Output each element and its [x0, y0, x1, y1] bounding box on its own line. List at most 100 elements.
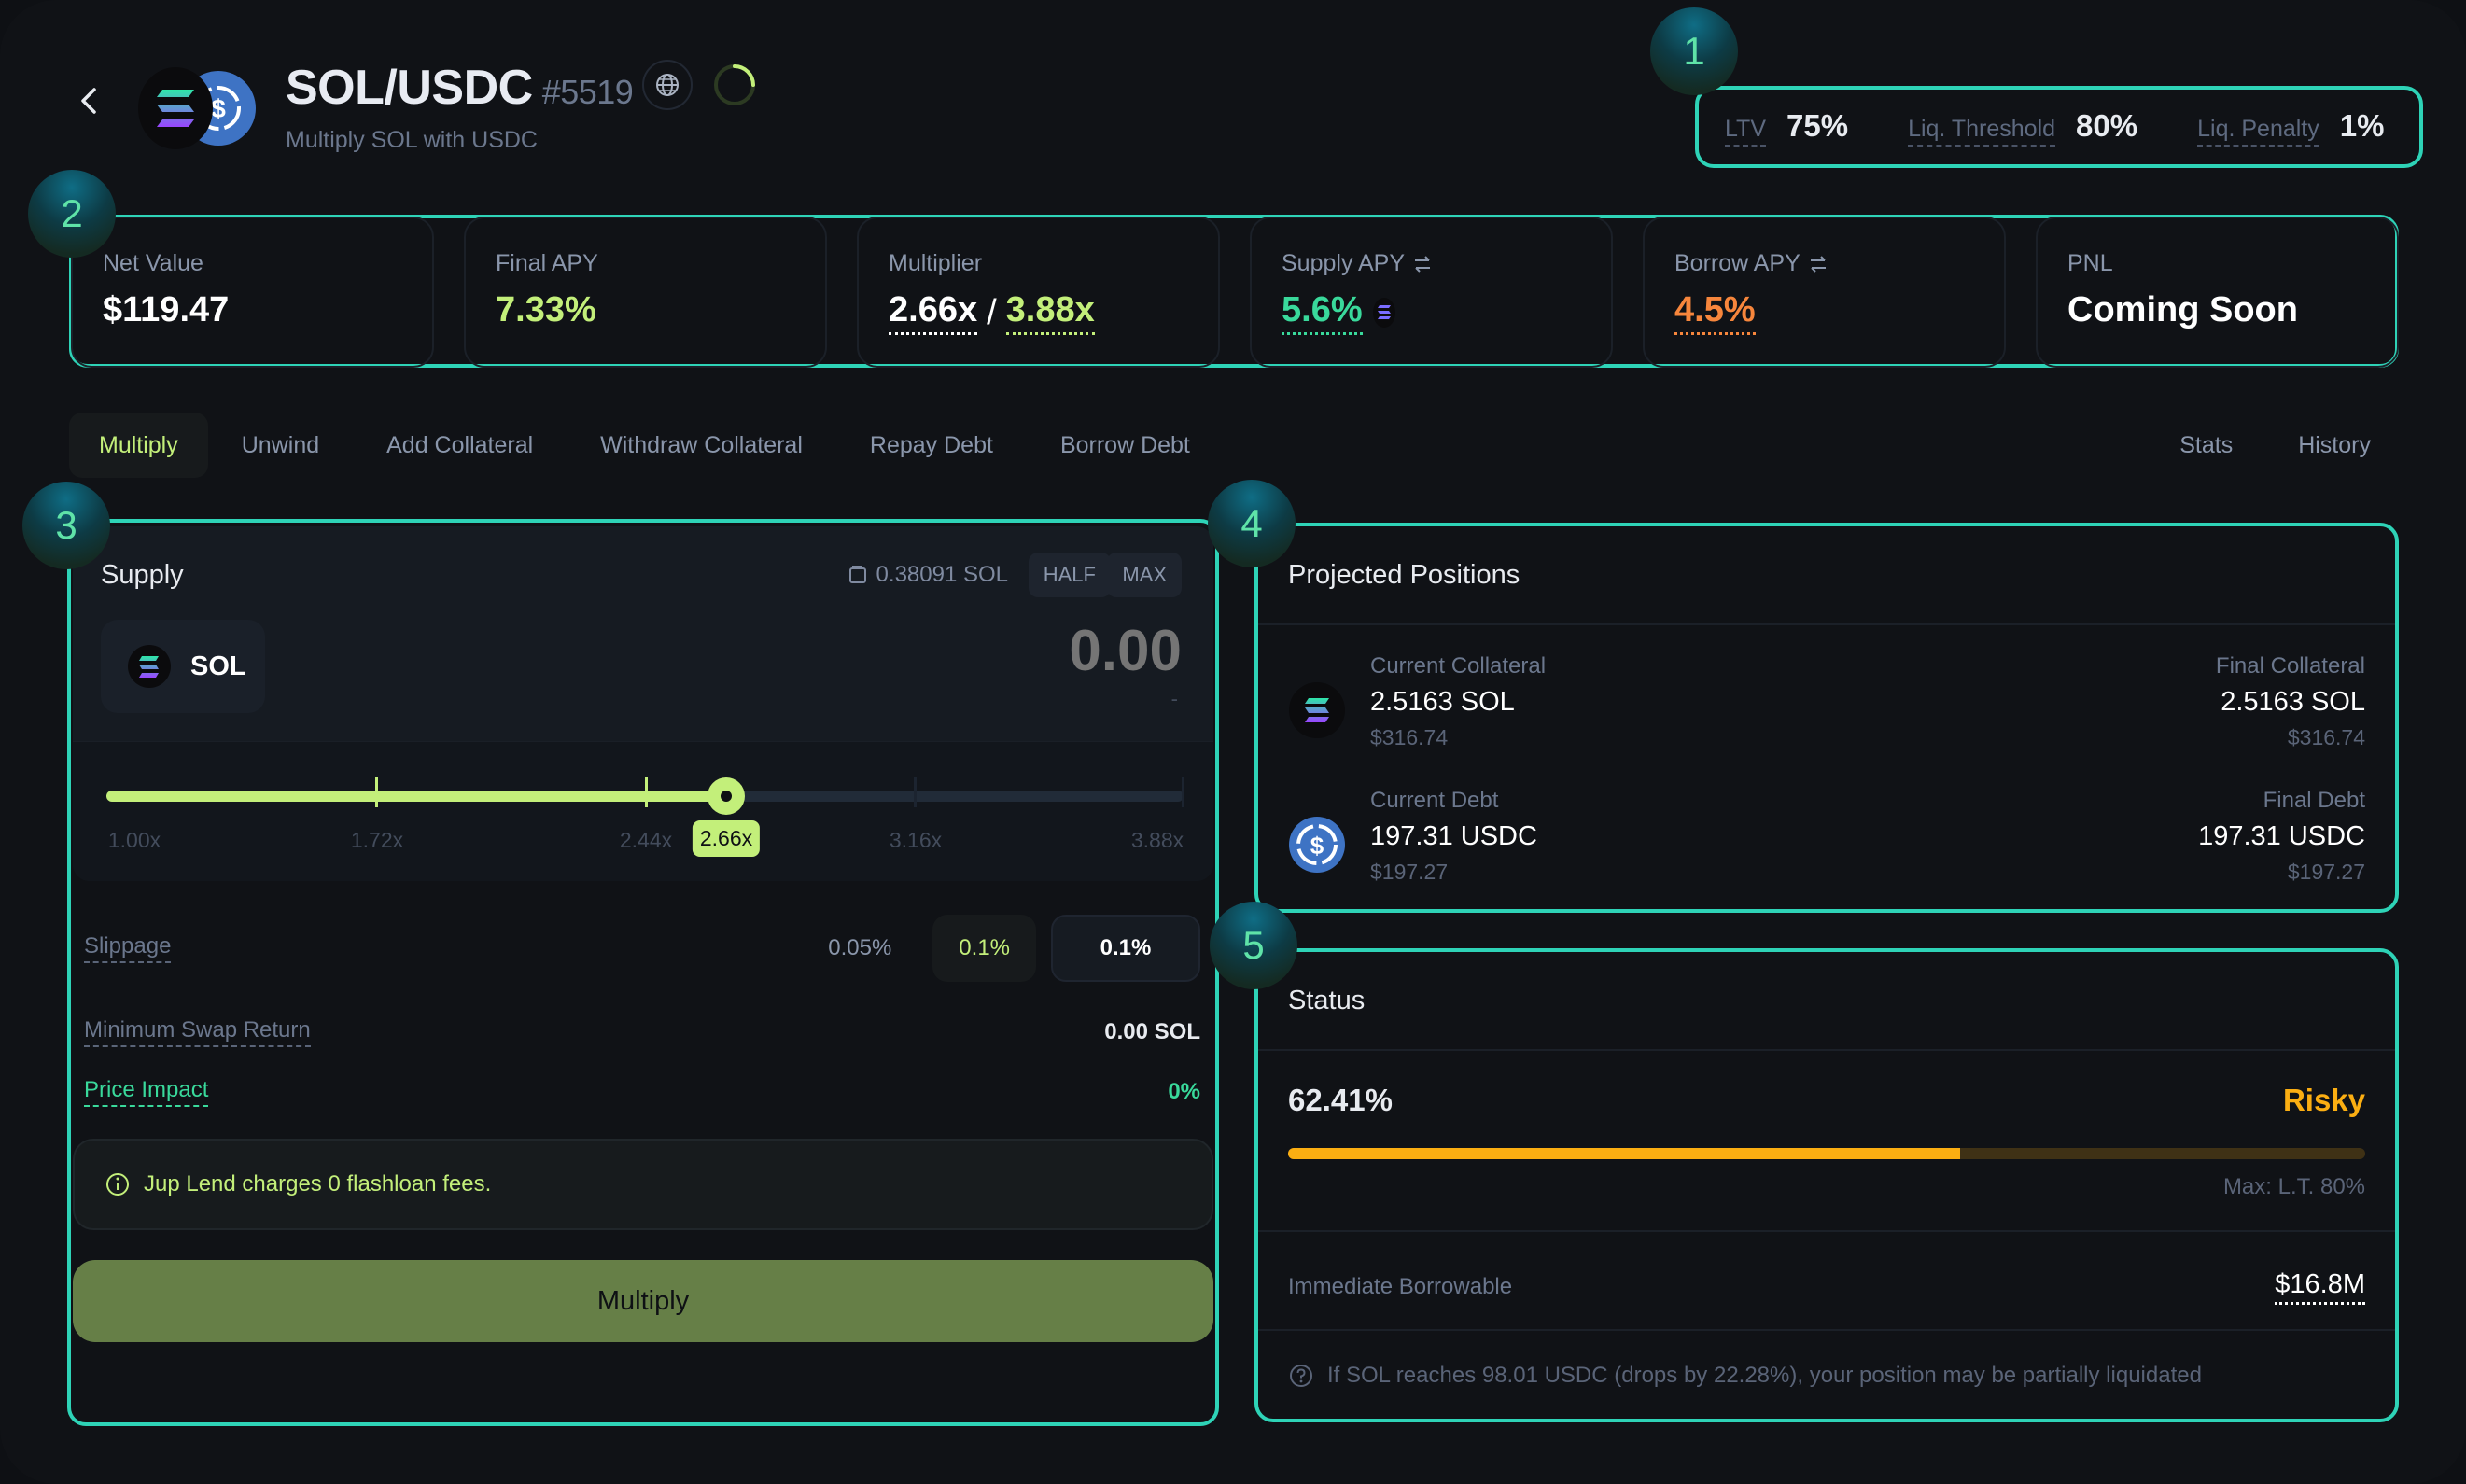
tab-stats[interactable]: Stats: [2179, 431, 2234, 458]
final-debt-amount: 197.31 USDC: [2198, 821, 2365, 851]
slippage-option-0-1[interactable]: 0.1%: [932, 915, 1036, 982]
swap-arrows-icon[interactable]: [1808, 255, 1828, 273]
current-debt-label: Current Debt: [1370, 788, 1499, 813]
svg-text:$: $: [1310, 832, 1324, 860]
stats-row: Net Value $119.47 Final APY 7.33% Multip…: [69, 215, 2399, 368]
min-swap-return-label[interactable]: Minimum Swap Return: [84, 1017, 311, 1047]
tick-label: 3.88x: [1130, 828, 1184, 852]
min-swap-return-row: Minimum Swap Return 0.00 SOL: [84, 1017, 1200, 1047]
current-collateral-label: Current Collateral: [1370, 653, 1547, 679]
info-icon: [106, 1173, 129, 1196]
supply-apy-value[interactable]: 5.6%: [1282, 290, 1363, 335]
supply-label: Supply: [101, 560, 184, 590]
globe-button[interactable]: [642, 60, 693, 110]
ltv-label[interactable]: LTV: [1725, 116, 1766, 147]
liq-penalty-value: 1%: [2339, 107, 2385, 143]
usdc-icon: $: [1289, 817, 1345, 873]
annotation-badge-1: 1: [1650, 7, 1738, 95]
borrow-apy-label-row: Borrow APY: [1674, 250, 2004, 277]
price-impact-row: Price Impact 0%: [84, 1077, 1200, 1107]
half-button[interactable]: HALF: [1028, 553, 1111, 597]
position-id: #5519: [541, 73, 634, 111]
current-collateral: Current Collateral 2.5163 SOL $316.74: [1370, 653, 1546, 750]
current-collateral-amount: 2.5163 SOL: [1370, 687, 1515, 717]
token-selector[interactable]: SOL: [101, 620, 265, 713]
pair-icons: $: [138, 67, 259, 151]
amount-usd: -: [1170, 687, 1178, 710]
liq-penalty-label[interactable]: Liq. Penalty: [2197, 116, 2319, 147]
wallet-icon: [848, 566, 866, 583]
pair-name: SOL/USDC: [286, 61, 533, 115]
back-button[interactable]: [71, 82, 108, 119]
pnl-label: PNL: [2067, 250, 2113, 276]
max-lt-label: Max: L.T. 80%: [2222, 1174, 2365, 1199]
borrowable-value[interactable]: $16.8M: [2275, 1269, 2365, 1305]
borrow-apy-value[interactable]: 4.5%: [1674, 290, 1756, 335]
back-icon: [81, 88, 96, 114]
slider-thumb[interactable]: [708, 777, 745, 815]
liq-threshold-value: 80%: [2076, 107, 2138, 143]
min-swap-return-value: 0.00 SOL: [1104, 1019, 1200, 1044]
slippage-label[interactable]: Slippage: [84, 933, 172, 963]
current-leverage-label: 2.66x: [692, 820, 761, 857]
multiplier-max[interactable]: 3.88x: [1005, 290, 1095, 335]
status-panel: Status 62.41% Risky Max: L.T. 80% Immedi…: [1254, 948, 2399, 1422]
projected-title: Projected Positions: [1288, 560, 1520, 590]
divider: [1258, 1230, 2395, 1232]
svg-text:$: $: [211, 94, 226, 123]
ltv-value: 75%: [1786, 107, 1849, 143]
tab-repay-debt[interactable]: Repay Debt: [869, 431, 993, 458]
current-collateral-usd: $316.74: [1370, 725, 1449, 749]
supply-apy-label: Supply APY: [1282, 250, 1406, 276]
leverage-slider[interactable]: [106, 777, 1184, 815]
liquidation-note: If SOL reaches 98.01 USDC (drops by 22.2…: [1288, 1363, 2202, 1389]
stat-net-value: Net Value $119.47: [71, 217, 434, 368]
supply-amount-input[interactable]: [715, 618, 1182, 684]
max-button[interactable]: MAX: [1107, 553, 1182, 597]
divider: [1258, 1049, 2395, 1051]
multiplier-current[interactable]: 2.66x: [889, 290, 978, 335]
projected-positions-panel: Projected Positions Current Collateral 2…: [1254, 523, 2399, 913]
multiply-button[interactable]: Multiply: [73, 1260, 1213, 1342]
form-highlight: [67, 519, 1219, 1426]
divider: [1258, 623, 2395, 625]
action-tabs: Multiply Unwind Add Collateral Withdraw …: [69, 413, 1224, 478]
net-value: $119.47: [103, 290, 230, 329]
tab-unwind[interactable]: Unwind: [241, 431, 320, 458]
supply-apy-label-row: Supply APY: [1282, 250, 1611, 277]
globe-icon: [656, 74, 679, 96]
flashloan-notice: Jup Lend charges 0 flashloan fees.: [73, 1139, 1213, 1230]
swap-arrows-icon[interactable]: [1412, 255, 1433, 273]
price-impact-label[interactable]: Price Impact: [84, 1077, 209, 1107]
liq-penalty-param: Liq. Penalty 1%: [2197, 108, 2384, 147]
supply-apy-value-row: 5.6%: [1282, 290, 1611, 335]
price-impact-value: 0%: [1168, 1079, 1200, 1104]
final-collateral-usd: $316.74: [2287, 725, 2365, 749]
stat-pnl: PNL Coming Soon: [2036, 217, 2399, 368]
risk-parameters: LTV 75% Liq. Threshold 80% Liq. Penalty 1%: [1695, 86, 2423, 168]
slider-fill: [106, 791, 726, 802]
tab-history[interactable]: History: [2298, 431, 2371, 458]
tab-add-collateral[interactable]: Add Collateral: [386, 431, 534, 458]
leverage-slider-box: 1.00x 1.72x 2.44x 2.66x 3.16x 3.88x: [73, 741, 1213, 881]
final-collateral-label: Final Collateral: [2215, 653, 2365, 679]
final-apy-value: 7.33%: [496, 290, 596, 329]
ltv-progress-bar: [1288, 1148, 2365, 1159]
tab-withdraw-collateral[interactable]: Withdraw Collateral: [600, 431, 803, 458]
liq-threshold-label[interactable]: Liq. Threshold: [1908, 116, 2056, 147]
help-icon: [1290, 1365, 1312, 1387]
tab-multiply[interactable]: Multiply: [69, 413, 208, 478]
tab-borrow-debt[interactable]: Borrow Debt: [1059, 431, 1190, 458]
annotation-badge-4: 4: [1208, 480, 1296, 567]
slider-tick: [645, 777, 648, 807]
stat-supply-apy: Supply APY 5.6%: [1250, 217, 1613, 368]
final-collateral: Final Collateral 2.5163 SOL $316.74: [2216, 653, 2365, 750]
slippage-option-0-05[interactable]: 0.05%: [828, 935, 892, 960]
liq-threshold-param: Liq. Threshold 80%: [1908, 108, 2137, 147]
page-subtitle: Multiply SOL with USDC: [286, 127, 538, 153]
view-tabs: Stats History: [2179, 413, 2371, 478]
slippage-custom-input[interactable]: 0.1%: [1051, 915, 1200, 982]
tick-label: 3.16x: [889, 828, 943, 852]
wallet-balance[interactable]: 0.38091 SOL: [848, 562, 1008, 588]
collateral-row: Current Collateral 2.5163 SOL $316.74 Fi…: [1288, 653, 2365, 765]
